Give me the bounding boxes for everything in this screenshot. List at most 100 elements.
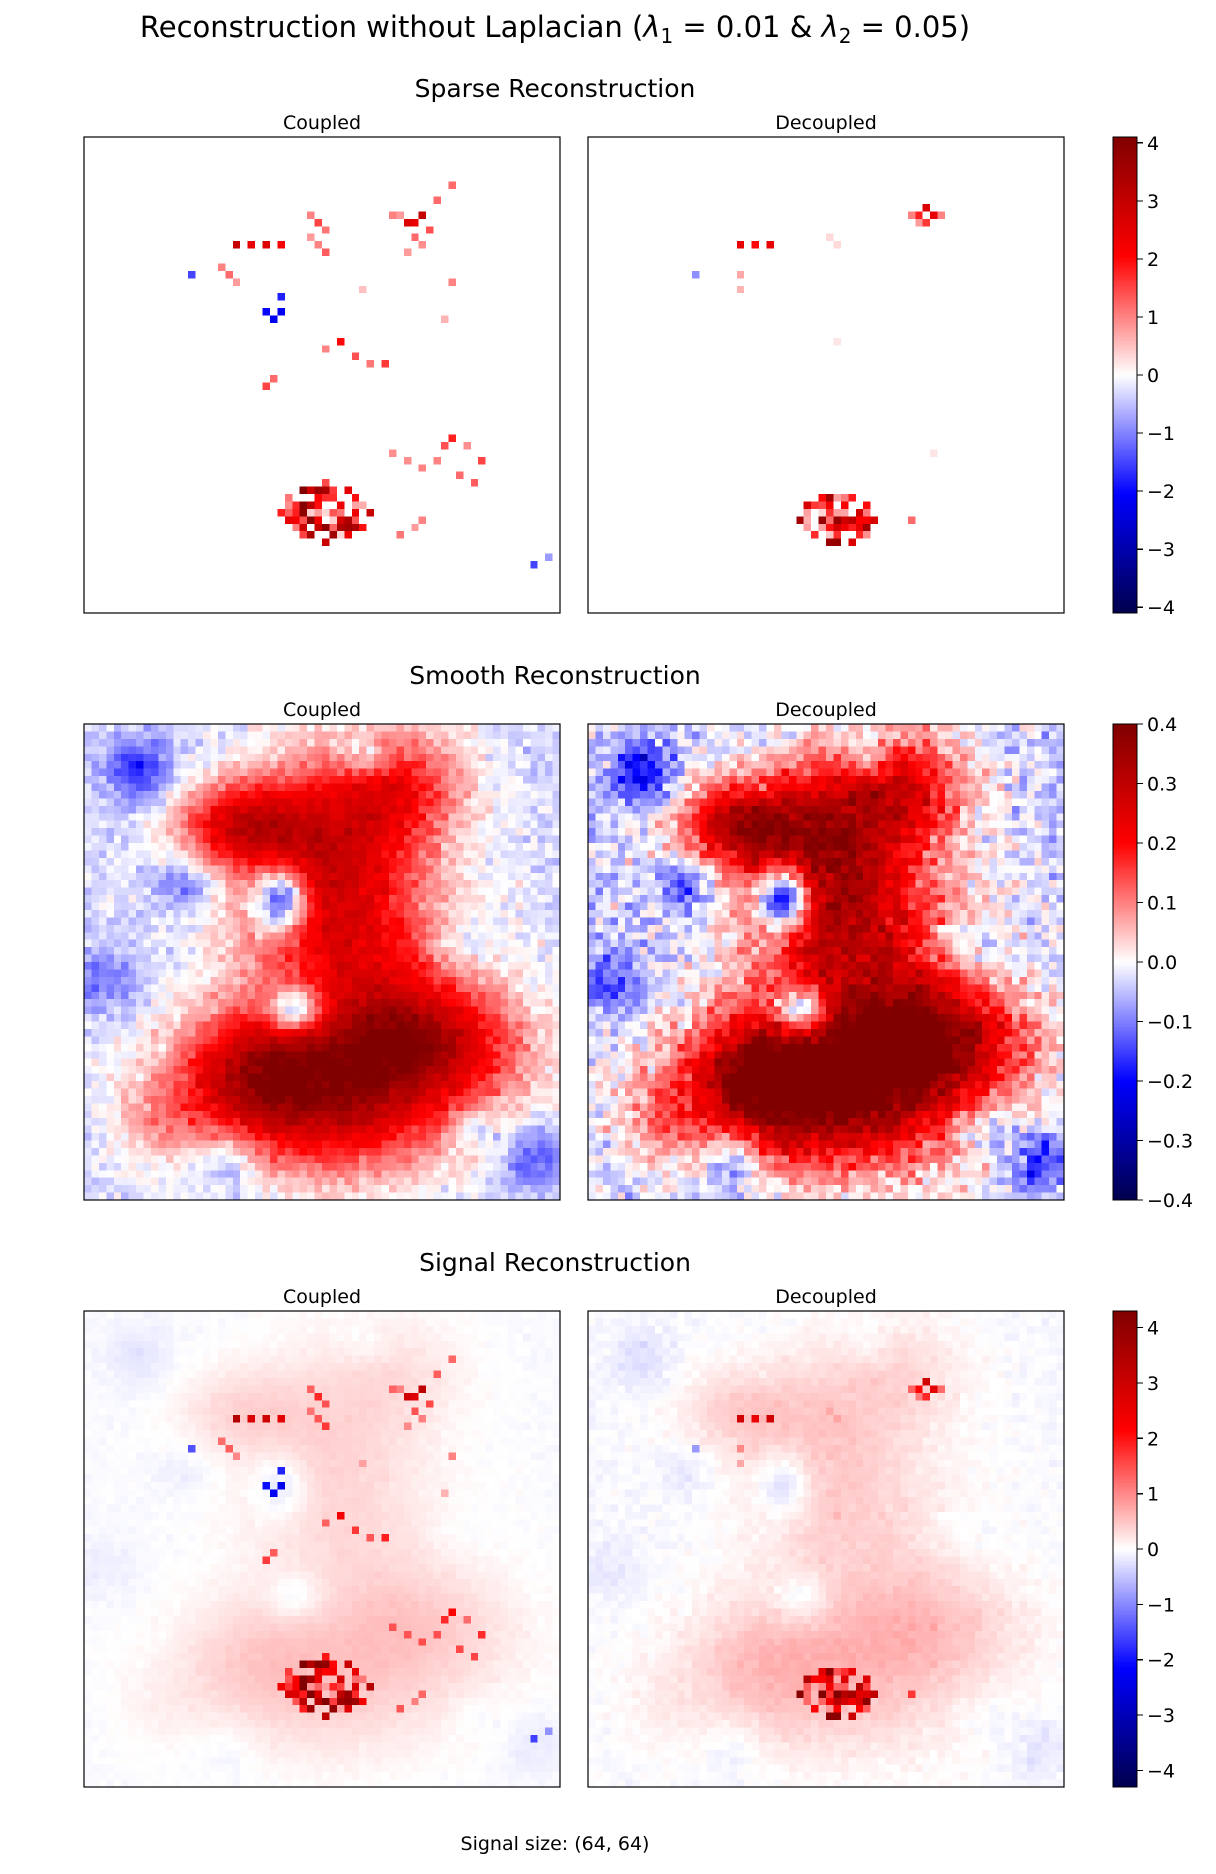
heatmap-cell [218, 382, 226, 390]
heatmap-cell [106, 219, 114, 227]
heatmap-cell [508, 539, 516, 547]
heatmap-cell [129, 286, 137, 294]
heatmap-cell [315, 301, 323, 309]
heatmap-cell [595, 174, 603, 182]
heatmap-cell [804, 159, 812, 167]
heatmap-cell [255, 211, 263, 219]
heatmap-cell [166, 197, 174, 205]
heatmap-cell [508, 524, 516, 532]
heatmap-cell [144, 204, 152, 212]
heatmap-cell [210, 405, 218, 413]
heatmap-cell [344, 159, 352, 167]
heatmap-cell [225, 472, 233, 480]
heatmap-cell [196, 539, 204, 547]
heatmap-cell [856, 226, 864, 234]
heatmap-cell [173, 256, 181, 264]
heatmap-cell [248, 338, 256, 346]
heatmap-cell [759, 144, 767, 152]
heatmap-cell [203, 561, 211, 569]
heatmap-cell [285, 420, 293, 428]
heatmap-cell [181, 427, 189, 435]
heatmap-cell [448, 435, 456, 443]
heatmap-cell [419, 308, 427, 316]
heatmap-cell [448, 554, 456, 562]
heatmap-cell [501, 457, 509, 465]
heatmap-cell [263, 539, 271, 547]
heatmap-cell [203, 308, 211, 316]
heatmap-cell [471, 405, 479, 413]
heatmap-cell [471, 360, 479, 368]
heatmap-cell [426, 405, 434, 413]
heatmap-cell [173, 360, 181, 368]
heatmap-cell [121, 509, 129, 517]
heatmap-cell [493, 576, 501, 584]
heatmap-cell [300, 382, 308, 390]
heatmap-cell [129, 174, 137, 182]
heatmap-cell [121, 442, 129, 450]
heatmap-cell [106, 449, 114, 457]
heatmap-cell [434, 583, 442, 591]
heatmap-cell [352, 144, 360, 152]
heatmap-cell [248, 501, 256, 509]
heatmap-cell [648, 167, 656, 175]
heatmap-cell [240, 234, 248, 242]
heatmap-cell [84, 345, 92, 353]
heatmap-cell [344, 509, 352, 517]
heatmap-cell [662, 137, 670, 145]
heatmap-cell [508, 189, 516, 197]
heatmap-cell [478, 531, 486, 539]
heatmap-cell [166, 137, 174, 145]
heatmap-cell [240, 323, 248, 331]
heatmap-cell [982, 189, 990, 197]
heatmap-cell [463, 293, 471, 301]
heatmap-cell [255, 539, 263, 547]
heatmap-cell [106, 234, 114, 242]
heatmap-cell [158, 397, 166, 405]
heatmap-cell [210, 167, 218, 175]
heatmap-cell [337, 427, 345, 435]
heatmap-cell [1049, 226, 1057, 234]
heatmap-cell [144, 435, 152, 443]
heatmap-cell [144, 211, 152, 219]
heatmap-cell [352, 234, 360, 242]
heatmap-cell [648, 226, 656, 234]
heatmap-cell [396, 606, 404, 614]
heatmap-cell [181, 211, 189, 219]
heatmap-cell [545, 427, 553, 435]
heatmap-cell [218, 524, 226, 532]
heatmap-cell [121, 137, 129, 145]
heatmap-cell [848, 159, 856, 167]
heatmap-cell [930, 204, 938, 212]
heatmap-cell [863, 152, 871, 160]
heatmap-cell [707, 167, 715, 175]
heatmap-cell [456, 338, 464, 346]
heatmap-cell [441, 241, 449, 249]
heatmap-cell [99, 293, 107, 301]
heatmap-cell [1027, 234, 1035, 242]
heatmap-cell [270, 353, 278, 361]
heatmap-cell [91, 591, 99, 599]
heatmap-cell [618, 174, 626, 182]
heatmap-cell [99, 197, 107, 205]
heatmap-cell [426, 316, 434, 324]
heatmap-cell [84, 182, 92, 190]
heatmap-cell [737, 219, 745, 227]
heatmap-cell [729, 182, 737, 190]
heatmap-cell [352, 427, 360, 435]
heatmap-cell [307, 167, 315, 175]
heatmap-cell [545, 226, 553, 234]
heatmap-cell [685, 167, 693, 175]
heatmap-cell [277, 338, 285, 346]
heatmap-cell [203, 472, 211, 480]
heatmap-cell [285, 234, 293, 242]
heatmap-cell [538, 546, 546, 554]
heatmap-cell [530, 301, 538, 309]
heatmap-cell [819, 189, 827, 197]
heatmap-cell [411, 539, 419, 547]
heatmap-cell [99, 204, 107, 212]
heatmap-cell [233, 435, 241, 443]
heatmap-cell [300, 420, 308, 428]
heatmap-cell [501, 189, 509, 197]
heatmap-cell [396, 397, 404, 405]
heatmap-cell [781, 152, 789, 160]
